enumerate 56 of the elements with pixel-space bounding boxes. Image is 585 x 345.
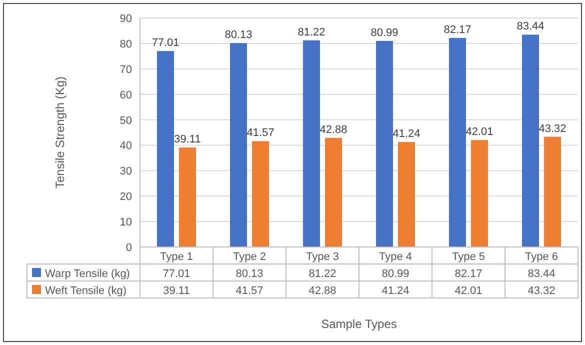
bar — [303, 40, 320, 247]
x-tick-label: Type 5 — [452, 251, 486, 263]
data-label: 42.88 — [320, 124, 348, 136]
x-tick-label: Type 3 — [306, 251, 340, 263]
x-axis-title: Sample Types — [321, 317, 397, 331]
text: 41.57 — [236, 285, 264, 297]
text: 83.44 — [528, 268, 556, 280]
text: 77.01 — [162, 268, 190, 280]
y-tick-label: 80 — [120, 38, 132, 50]
bar — [544, 136, 561, 247]
bar — [471, 140, 488, 247]
text: 80.99 — [382, 268, 410, 280]
bar — [157, 51, 174, 247]
y-tick-label: 70 — [120, 64, 132, 76]
bar — [522, 34, 539, 247]
y-tick-label: 10 — [120, 216, 132, 229]
x-tick-label: Type 1 — [160, 251, 194, 263]
bar — [230, 43, 247, 247]
text: 80.13 — [236, 268, 264, 280]
y-tick-label: 50 — [120, 114, 132, 127]
data-label: 41.57 — [246, 127, 274, 140]
bar — [398, 142, 415, 247]
text: 43.32 — [528, 285, 556, 297]
y-axis-title: Tensile Strength (Kg) — [53, 76, 67, 189]
bar — [179, 147, 196, 247]
y-tick-label: 30 — [120, 166, 132, 178]
bar — [376, 40, 393, 247]
text: 42.88 — [308, 285, 336, 297]
y-tick-label: 40 — [120, 140, 132, 152]
legend-label: Weft Tensile (kg) — [45, 285, 127, 297]
bar — [449, 38, 466, 247]
text: 41.24 — [382, 285, 410, 297]
bar — [252, 141, 269, 247]
data-label: 42.01 — [466, 126, 494, 138]
y-tick-label: 90 — [120, 13, 132, 25]
data-label: 80.99 — [370, 26, 398, 39]
data-label: 80.13 — [224, 29, 252, 42]
data-label: 43.32 — [538, 122, 566, 135]
y-tick-label: 0 — [126, 242, 132, 254]
text: 82.17 — [454, 268, 482, 280]
legend-label: Warp Tensile (kg) — [45, 268, 130, 280]
y-tick-label: 20 — [120, 191, 132, 204]
data-label: 77.01 — [152, 37, 180, 50]
data-label: 81.22 — [298, 26, 326, 38]
data-label: 82.17 — [444, 24, 472, 36]
text: 42.01 — [454, 285, 482, 297]
x-tick-label: Type 4 — [378, 251, 412, 263]
data-label: 41.24 — [392, 128, 420, 140]
y-tick-label: 60 — [120, 89, 132, 102]
x-tick-label: Type 2 — [232, 251, 266, 263]
text: 39.11 — [163, 285, 190, 297]
data-label: 83.44 — [516, 20, 544, 33]
x-tick-label: Type 6 — [524, 251, 558, 263]
data-label: 39.11 — [174, 133, 201, 146]
bar — [325, 138, 342, 247]
text: 81.22 — [308, 268, 336, 280]
